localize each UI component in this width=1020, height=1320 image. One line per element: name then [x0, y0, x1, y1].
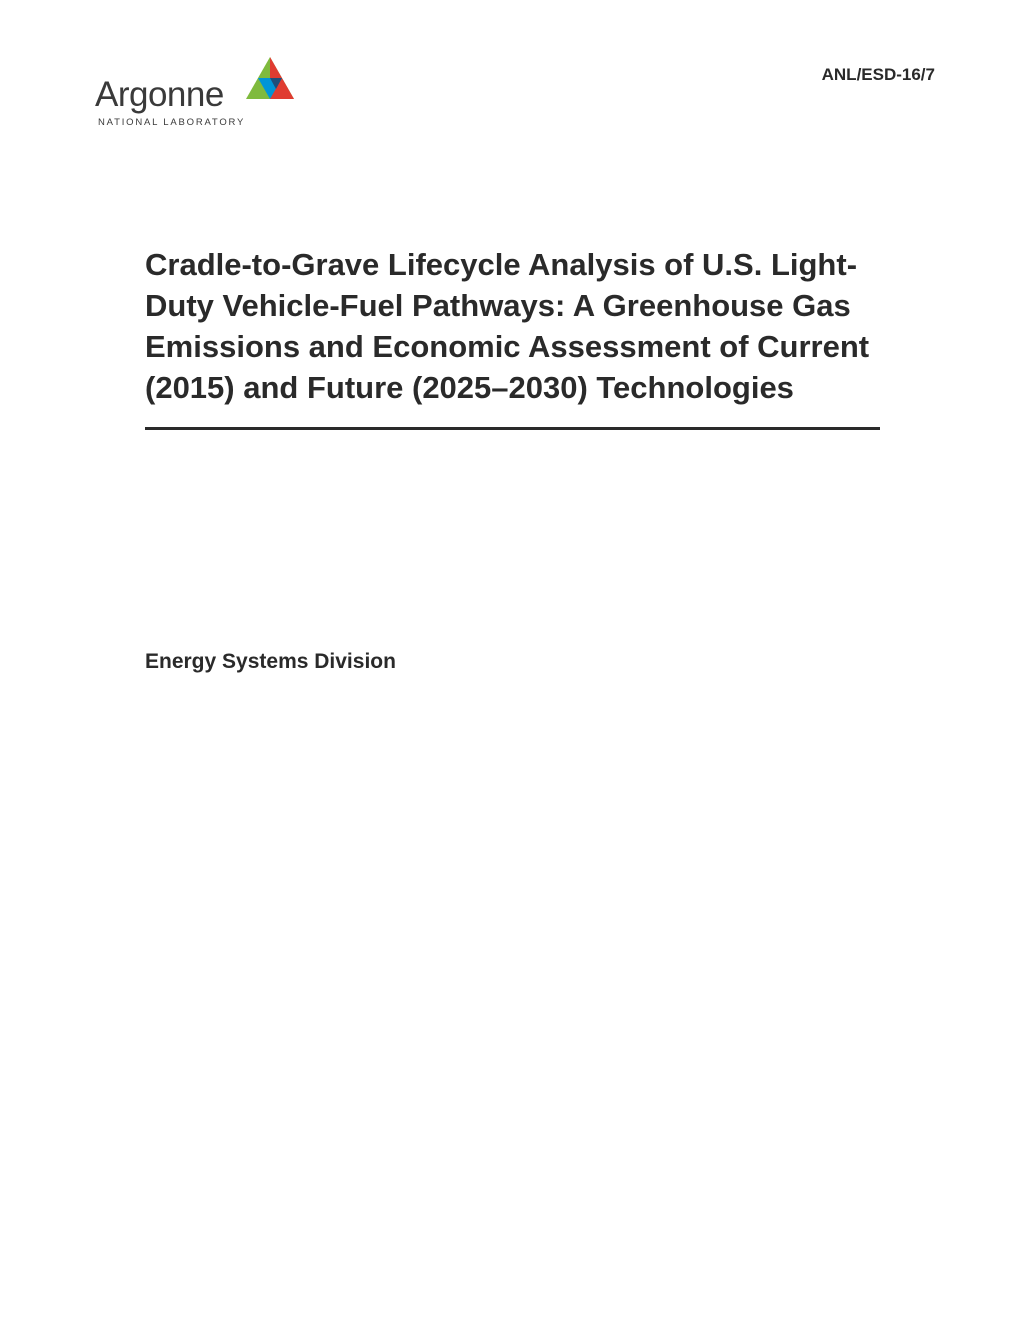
argonne-triangle-icon: [243, 55, 298, 112]
logo-subtitle: NATIONAL LABORATORY: [98, 117, 245, 128]
title-section: Cradle-to-Grave Lifecycle Analysis of U.…: [145, 245, 880, 430]
document-id: ANL/ESD-16/7: [822, 65, 935, 85]
logo-text: Argonne: [95, 75, 224, 115]
argonne-logo: Argonne NATIONAL LABORATORY: [95, 55, 290, 143]
page-header: Argonne NATIONAL LABORATORY ANL/ESD-16/7: [95, 55, 935, 143]
title-divider: [145, 427, 880, 430]
main-title: Cradle-to-Grave Lifecycle Analysis of U.…: [145, 245, 880, 427]
division-label: Energy Systems Division: [145, 650, 396, 674]
logo-container: Argonne NATIONAL LABORATORY: [95, 55, 290, 143]
